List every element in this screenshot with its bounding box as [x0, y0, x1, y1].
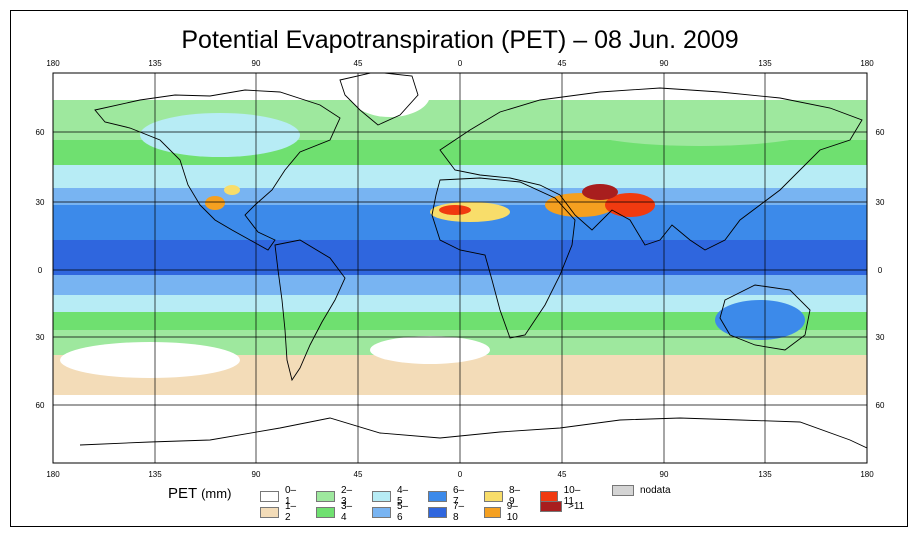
lon-tick-top-1: 135: [148, 59, 162, 68]
lon-tick-top-5: 45: [558, 59, 567, 68]
legend-item-7: 7–8: [428, 501, 467, 523]
lon-tick-top-7: 135: [758, 59, 772, 68]
outline-europe-asia: [439, 87, 863, 251]
blob-greenland: [350, 73, 430, 117]
lat-tick-right-4: 60: [876, 401, 885, 410]
lon-tick-bottom-1: 135: [148, 470, 162, 479]
legend-item-label: nodata: [640, 485, 671, 496]
legend-item-label: 8–9: [508, 485, 521, 507]
hot-iran: [582, 184, 618, 200]
legend-item-label: 10–11: [563, 485, 581, 507]
lat-tick-right-0: 60: [876, 128, 885, 137]
lon-tick-bottom-4: 0: [458, 470, 463, 479]
lon-tick-top-0: 180: [46, 59, 60, 68]
map-border: [52, 72, 868, 464]
lat-tick-left-0: 60: [36, 128, 45, 137]
legend-item-label: 9–10: [506, 501, 518, 523]
legend-swatch: [428, 490, 447, 502]
lon-tick-bottom-6: 90: [660, 470, 669, 479]
outline-north-america: [94, 89, 341, 251]
figure-frame: [10, 10, 908, 527]
hot-sahara-core: [439, 205, 471, 215]
outline-antarctica: [79, 417, 867, 449]
lon-tick-top-3: 45: [354, 59, 363, 68]
legend-item-label: 3–4: [340, 501, 353, 523]
lat-tick-right-2: 0: [878, 266, 883, 275]
legend-swatch: [540, 490, 558, 502]
blob-siberia: [580, 110, 820, 146]
legend-item-2: 2–3: [316, 485, 355, 507]
outline-australia: [719, 284, 811, 351]
blob-south-pacific: [60, 342, 240, 378]
legend-item-label: 7–8: [452, 501, 465, 523]
axis-ticks: 180 180 135 135 90 90 45 45 0 0 45 45 90 90 135 135 180 1…: [36, 59, 885, 479]
legend-item-6: 6–7: [428, 485, 467, 507]
legend-swatch: [316, 490, 335, 502]
legend-unit: (mm): [201, 486, 232, 501]
legend-item-0: 0–1: [260, 485, 299, 507]
lat-tick-left-1: 30: [36, 198, 45, 207]
legend-item-label: >11: [568, 501, 585, 512]
hot-india-pakistan: [605, 193, 655, 217]
legend-item-label: 2–3: [340, 485, 353, 507]
legend-item-9: 9–10: [484, 501, 523, 523]
graticule: [53, 73, 867, 463]
legend-item-5: 5–6: [372, 501, 411, 523]
hot-mexico: [205, 196, 225, 210]
legend-item-label: 1–2: [284, 501, 297, 523]
lon-tick-top-8: 180: [860, 59, 874, 68]
lat-tick-right-3: 30: [876, 333, 885, 342]
lat-tick-left-4: 60: [36, 401, 45, 410]
legend-label: PET: [168, 485, 197, 502]
legend-swatch: [484, 490, 503, 502]
legend-swatch: [260, 490, 279, 502]
blob-south-atlantic: [370, 336, 490, 364]
lon-tick-bottom-5: 45: [558, 470, 567, 479]
lon-tick-bottom-0: 180: [46, 470, 60, 479]
lat-tick-right-1: 30: [876, 198, 885, 207]
lon-tick-top-4: 0: [458, 59, 463, 68]
legend-item-label: 0–1: [284, 485, 297, 507]
legend-item-label: 4–5: [396, 485, 409, 507]
legend-swatch: [612, 485, 634, 496]
legend-item-label: 6–7: [452, 485, 465, 507]
blob-australia: [715, 300, 805, 340]
legend-item-11: >11: [540, 501, 584, 512]
lon-tick-top-6: 90: [660, 59, 669, 68]
lon-tick-top-2: 90: [252, 59, 261, 68]
legend-swatch: [316, 506, 335, 518]
legend-item-12: nodata: [612, 485, 671, 496]
lon-tick-bottom-3: 45: [354, 470, 363, 479]
hot-southwest-us: [224, 185, 240, 195]
legend-swatch: [484, 506, 501, 518]
lon-tick-bottom-7: 135: [758, 470, 772, 479]
legend-item-1: 1–2: [260, 501, 299, 523]
lat-tick-left-2: 0: [38, 266, 43, 275]
legend-item-8: 8–9: [484, 485, 523, 507]
legend-item-3: 3–4: [316, 501, 355, 523]
blob-canada: [140, 113, 300, 157]
legend-swatch: [372, 506, 391, 518]
lon-tick-bottom-2: 90: [252, 470, 261, 479]
legend-item-label: 5–6: [396, 501, 409, 523]
legend-swatch: [372, 490, 391, 502]
coastlines: [79, 73, 867, 449]
outline-south-america: [274, 239, 346, 382]
legend-title: PET (mm): [168, 485, 231, 502]
legend-swatch: [260, 506, 279, 518]
lon-tick-bottom-8: 180: [860, 470, 874, 479]
lat-tick-left-3: 30: [36, 333, 45, 342]
legend-swatch: [428, 506, 447, 518]
map-title: Potential Evapotranspiration (PET) – 08 …: [181, 26, 739, 54]
legend-item-4: 4–5: [372, 485, 411, 507]
outline-africa: [431, 177, 576, 339]
legend-swatch: [540, 501, 562, 512]
